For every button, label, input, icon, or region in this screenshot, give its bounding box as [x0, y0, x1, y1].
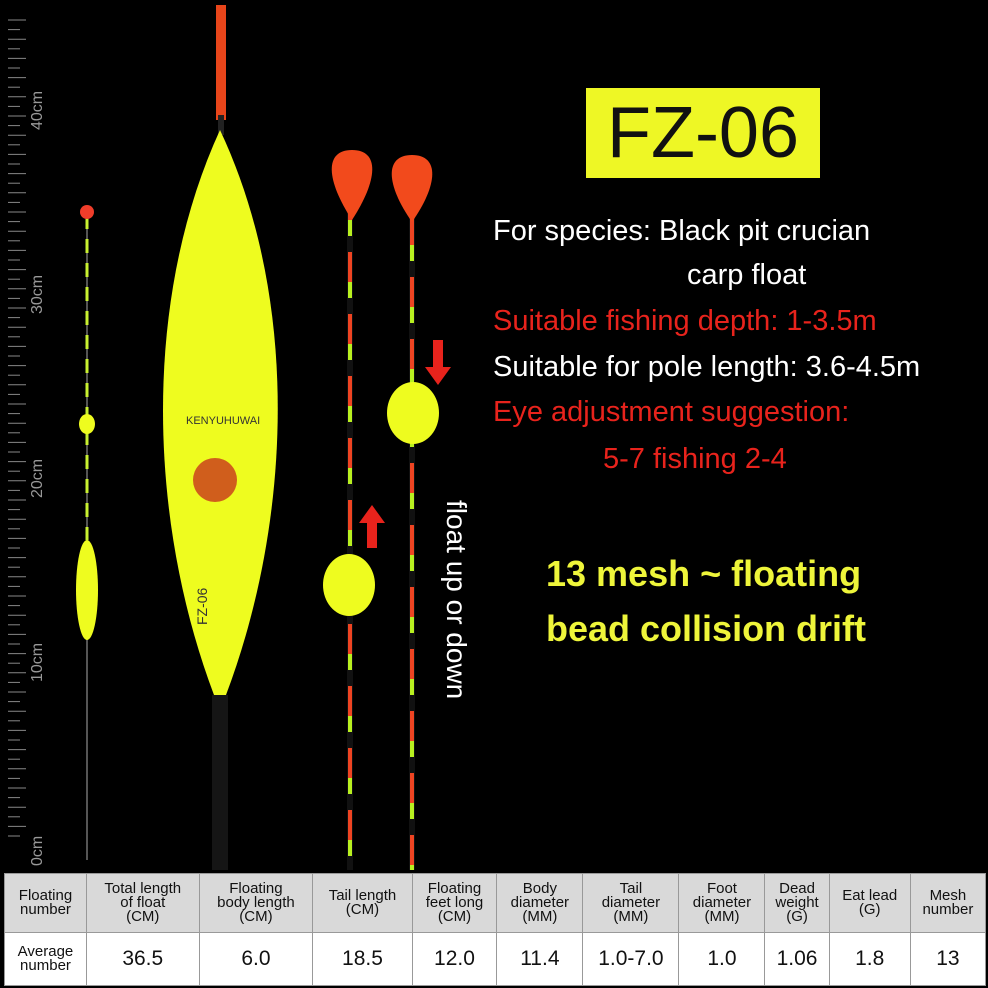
table-cell: 1.0: [678, 932, 766, 986]
table-cell: 1.06: [764, 932, 830, 986]
cell-line: number: [922, 901, 974, 918]
cell-line: number: [20, 957, 71, 974]
mesh-text: 13 mesh ~ floating: [546, 553, 862, 594]
cell-line: Dead: [779, 880, 815, 897]
ruler-label: 10cm: [29, 642, 46, 682]
table-cell: Floating body length (CM): [198, 873, 314, 933]
table-cell: 13: [909, 932, 987, 986]
cell-line: (G): [786, 908, 808, 925]
cell-line: (MM): [613, 908, 649, 925]
cell-line: of float: [120, 894, 166, 911]
cell-line: (CM): [437, 908, 472, 925]
cell-line: Tail: [619, 880, 643, 897]
cell-line: (MM): [522, 908, 558, 925]
ruler-label: 30cm: [29, 274, 46, 314]
cell-line: Eat lead: [842, 887, 898, 904]
cell-line: (CM): [345, 901, 380, 918]
spec: Suitable for pole length: 3.6-4.5m: [493, 351, 921, 383]
spec: carp float: [687, 259, 807, 291]
table-cell: Tail length (CM): [312, 873, 413, 933]
table-cell: 1.8: [828, 932, 911, 986]
float-note: float up or down: [441, 500, 472, 700]
table-cell: Eat lead (G): [828, 873, 911, 933]
cell-line: body length: [217, 894, 295, 911]
ruler-label: 0cm: [29, 835, 46, 866]
spec: For species: Black pit crucian: [493, 215, 871, 247]
table-cell: 18.5: [312, 932, 413, 986]
spec: 5-7 fishing 2-4: [603, 443, 787, 475]
table-cell: 6.0: [198, 932, 314, 986]
cell-line: Floating: [427, 880, 482, 897]
table-cell: Average number: [4, 932, 87, 986]
float-brand: KENYUHUWAI: [186, 415, 261, 427]
cell-line: feet long: [425, 894, 484, 911]
cell-line: weight: [775, 894, 819, 911]
table-cell: Dead weight (G): [764, 873, 830, 933]
cell-line: (MM): [704, 908, 740, 925]
ruler-label: 40cm: [29, 90, 46, 130]
cell-line: (CM): [239, 908, 273, 925]
cell-line: diameter: [692, 894, 752, 911]
ruler-label: 20cm: [29, 458, 46, 498]
spec: Suitable fishing depth: 1-3.5m: [493, 305, 877, 337]
table-cell: Total length of float (CM): [85, 873, 200, 933]
table-cell: 36.5: [85, 932, 200, 986]
title: FZ-06: [586, 88, 820, 178]
cell-line: Average: [17, 943, 74, 960]
table-cell: Floating number: [4, 873, 87, 933]
cell-line: diameter: [510, 894, 570, 911]
cell-line: Floating: [18, 887, 73, 904]
cell-line: Mesh: [929, 887, 967, 904]
table-cell: Tail diameter (MM): [582, 873, 680, 933]
cell-line: Tail length: [328, 887, 397, 904]
cell-line: diameter: [601, 894, 661, 911]
spec-table: Floating number Total length of float (CM) Fl…: [4, 873, 987, 986]
table-cell: Foot diameter (MM): [678, 873, 766, 933]
table-cell: 11.4: [496, 932, 584, 986]
table-cell: Body diameter (MM): [496, 873, 584, 933]
cell-line: Total length: [104, 880, 182, 897]
cell-line: (G): [858, 901, 881, 918]
table-cell: Floating feet long (CM): [411, 873, 498, 933]
table-cell: 1.0-7.0: [582, 932, 680, 986]
mesh-text: bead collision drift: [546, 608, 867, 649]
table-cell: 12.0: [411, 932, 498, 986]
spec: Eye adjustment suggestion:: [493, 396, 850, 428]
cell-line: Floating: [229, 880, 283, 897]
table-cell: Mesh number: [909, 873, 987, 933]
cell-line: Foot: [706, 880, 737, 897]
float-model: FZ-06: [194, 587, 210, 625]
cell-line: number: [20, 901, 71, 918]
cell-line: Body: [522, 880, 557, 897]
cell-line: (CM): [126, 908, 160, 925]
